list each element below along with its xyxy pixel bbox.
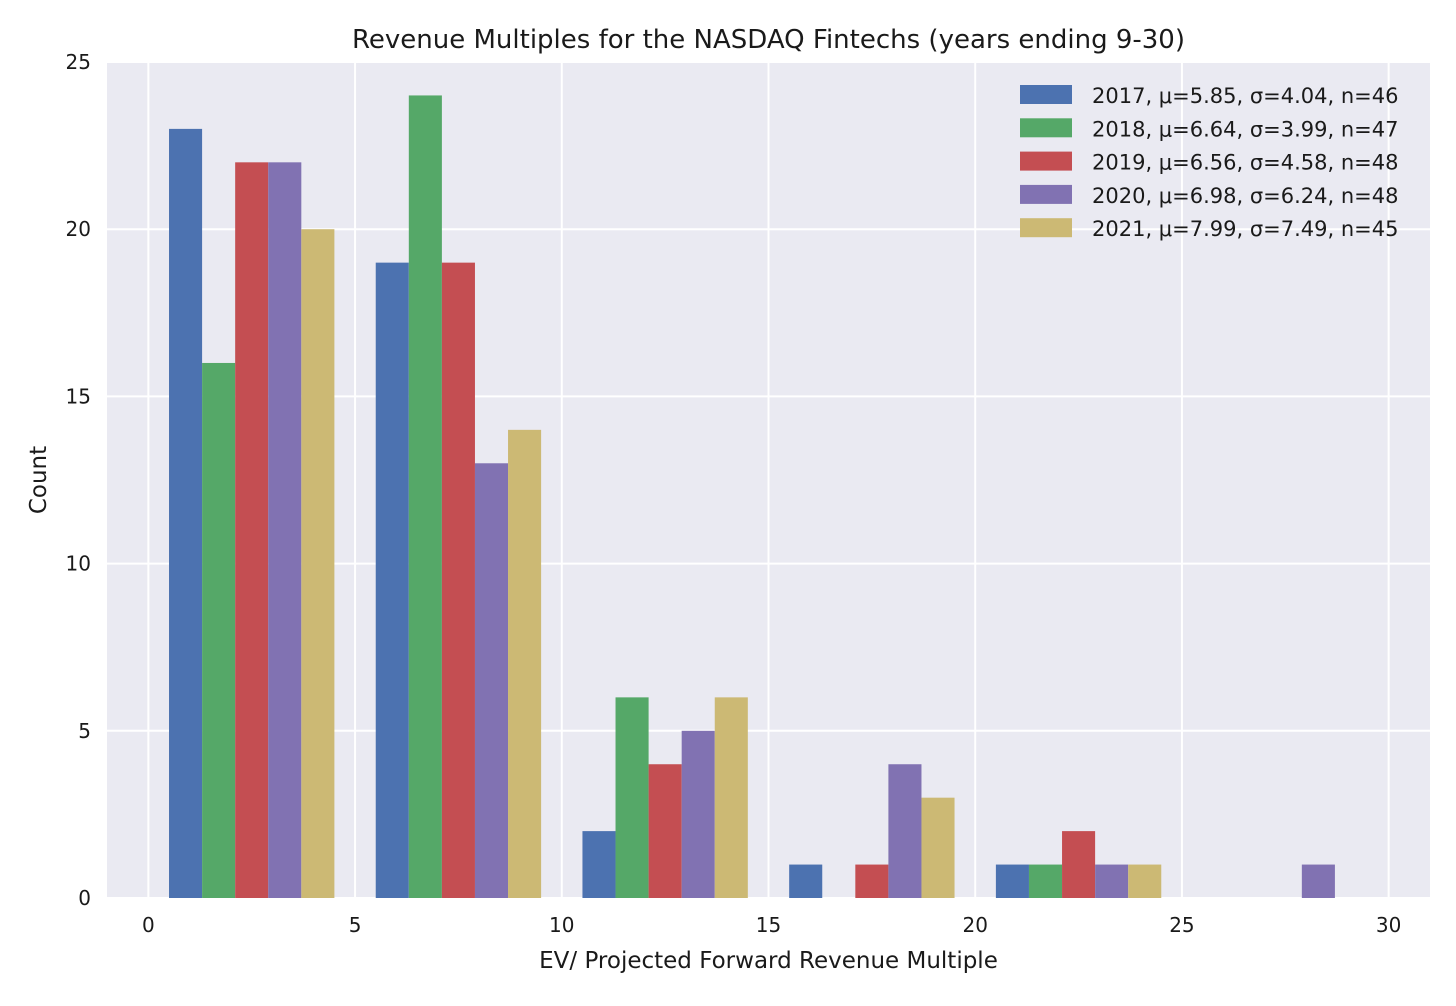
x-tick-label-5: 25	[1169, 913, 1194, 937]
y-tick-label-2: 10	[66, 552, 91, 576]
bar-2021-bin-0	[301, 229, 335, 898]
legend-label-2019: 2019, μ=6.56, σ=4.58, n=48	[1092, 151, 1399, 175]
legend-swatch-2018	[1020, 118, 1072, 138]
y-axis-label: Count	[26, 446, 52, 514]
bar-2019-bin-3	[855, 864, 889, 898]
bar-2021-bin-4	[1128, 864, 1162, 898]
x-tick-label-0: 0	[142, 913, 155, 937]
bar-2018-bin-2	[615, 697, 649, 898]
x-tick-label-6: 30	[1376, 913, 1401, 937]
bar-2019-bin-4	[1062, 831, 1096, 898]
legend-label-2017: 2017, μ=5.85, σ=4.04, n=46	[1092, 84, 1399, 108]
bar-2021-bin-2	[714, 697, 748, 898]
bar-2020-bin-1	[474, 463, 509, 898]
x-tick-label-4: 20	[962, 913, 987, 937]
bar-2018-bin-1	[408, 95, 442, 898]
legend-swatch-2019	[1020, 151, 1072, 171]
legend-label-2021: 2021, μ=7.99, σ=7.49, n=45	[1092, 217, 1399, 241]
legend-swatch-2020	[1020, 184, 1072, 204]
y-tick-label-4: 20	[66, 217, 91, 241]
bar-2017-bin-0	[169, 128, 203, 898]
bar-2021-bin-3	[921, 797, 955, 898]
bar-2019-bin-1	[441, 262, 475, 898]
bar-2020-bin-3	[888, 764, 922, 898]
legend-swatch-2017	[1020, 85, 1072, 104]
bar-2020-bin-4	[1095, 864, 1129, 898]
bar-2017-bin-2	[582, 831, 616, 898]
y-tick-label-5: 25	[66, 50, 91, 74]
legend-label-2020: 2020, μ=6.98, σ=6.24, n=48	[1092, 184, 1399, 208]
bar-2019-bin-0	[235, 162, 269, 898]
bar-2021-bin-1	[508, 429, 542, 898]
ticks-layer: 0 5 10 15 20 25 30 0 5 10 15 20 25	[66, 50, 1402, 937]
bars-layer	[169, 95, 1335, 899]
bar-2020-bin-0	[268, 162, 302, 898]
x-axis-label: EV/ Projected Forward Revenue Multiple	[539, 948, 998, 974]
chart-title: Revenue Multiples for the NASDAQ Fintech…	[352, 25, 1185, 55]
bar-2020-bin-2	[681, 730, 715, 898]
bar-2020-bin-5	[1301, 864, 1335, 898]
y-tick-label-3: 15	[66, 384, 91, 408]
legend-label-2018: 2018, μ=6.64, σ=3.99, n=47	[1092, 117, 1399, 141]
bar-2017-bin-3	[789, 864, 823, 898]
bar-2017-bin-4	[995, 864, 1029, 898]
bar-2018-bin-0	[202, 362, 236, 899]
x-tick-label-1: 5	[349, 913, 362, 937]
bar-2019-bin-2	[648, 764, 682, 898]
bar-2018-bin-4	[1028, 864, 1063, 898]
x-tick-label-3: 15	[756, 913, 781, 937]
x-tick-label-2: 10	[549, 913, 574, 937]
y-tick-label-1: 5	[78, 719, 91, 743]
legend-swatch-2021	[1020, 218, 1072, 238]
legend: 2017, μ=5.85, σ=4.04, n=46 2018, μ=6.64, …	[1020, 84, 1399, 241]
y-tick-label-0: 0	[78, 886, 91, 910]
bar-2017-bin-1	[375, 262, 409, 898]
